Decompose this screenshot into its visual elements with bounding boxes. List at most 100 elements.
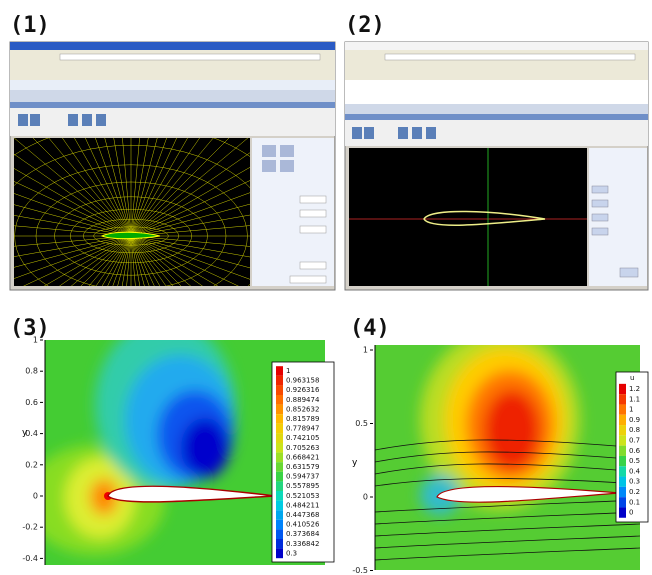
legend-label: 0.2 xyxy=(629,488,640,496)
mesh-line xyxy=(130,138,249,237)
legend-label: 0.8 xyxy=(629,426,640,434)
legend-label: 0.557895 xyxy=(286,482,319,490)
mesh-line xyxy=(95,138,132,237)
legend-swatch xyxy=(276,462,283,472)
legend-swatch xyxy=(276,491,283,501)
legend-swatch xyxy=(619,435,626,446)
mesh-line xyxy=(130,235,250,280)
legend-label: 1 xyxy=(286,367,290,375)
mesh-ring xyxy=(14,144,250,286)
mesh-line xyxy=(32,138,132,237)
mesh-line xyxy=(59,235,132,286)
legend-swatch xyxy=(276,539,283,549)
legend-label: 1 xyxy=(629,406,633,414)
panel-label: (4) xyxy=(350,316,390,341)
panel-label: (1) xyxy=(10,13,50,38)
legend-label: 0.963158 xyxy=(286,377,319,385)
legend-label: 0.4 xyxy=(629,467,641,475)
legend-label: 0.705263 xyxy=(286,444,319,452)
legend-label: 1.1 xyxy=(629,395,640,403)
legend-swatch xyxy=(619,394,626,405)
legend-label: 0.852632 xyxy=(286,405,319,413)
legend-label: 0.484211 xyxy=(286,501,319,509)
mesh-line xyxy=(130,203,250,237)
y-tick-label: 0 xyxy=(363,493,368,502)
legend-swatch xyxy=(619,383,626,395)
mesh-line xyxy=(23,235,132,286)
y-tick-label: 0.5 xyxy=(355,419,368,428)
legend-swatch xyxy=(276,404,283,415)
mesh-line xyxy=(130,235,250,269)
mesh-line xyxy=(130,235,174,286)
y-tick-label: 0.4 xyxy=(25,429,38,438)
mesh-line xyxy=(130,235,141,286)
legend-label: 0 xyxy=(629,509,633,517)
y-tick-label: -0.2 xyxy=(22,523,38,532)
legend-label: 0.778947 xyxy=(286,425,319,433)
mesh-line xyxy=(14,193,132,237)
mesh-line xyxy=(130,192,250,237)
mesh-line xyxy=(130,235,191,286)
legend-label: 0.668421 xyxy=(286,453,319,461)
mesh-line xyxy=(14,235,132,279)
mesh-line xyxy=(71,235,132,286)
mesh-line xyxy=(14,235,132,247)
legend-label: 0.742105 xyxy=(286,434,319,442)
legend-swatch xyxy=(276,481,283,491)
legend-label: 0.3 xyxy=(286,549,297,557)
legend-label: 0.5 xyxy=(629,457,640,465)
contour-plot-4: u y xyxy=(352,345,649,570)
panel-label: (3) xyxy=(10,316,50,341)
mesh-line xyxy=(107,235,132,286)
legend-swatch xyxy=(276,471,283,482)
y-tick-label: 0.8 xyxy=(25,367,38,376)
mesh-line xyxy=(113,138,132,237)
mesh-line xyxy=(85,138,132,237)
mesh-line xyxy=(130,152,250,237)
mesh-line xyxy=(130,235,167,286)
legend-swatch xyxy=(276,443,283,453)
legend-label: 1.2 xyxy=(629,385,640,393)
mesh-line xyxy=(130,138,158,237)
mesh-line xyxy=(130,138,214,237)
mesh-line xyxy=(130,138,230,237)
legend-swatch xyxy=(276,414,283,424)
legend-label: 0.815789 xyxy=(286,415,319,423)
mesh-ring xyxy=(54,196,208,276)
legend-swatch xyxy=(619,404,626,415)
mesh-line xyxy=(130,235,136,286)
mesh-line xyxy=(14,235,132,268)
legend-swatch xyxy=(276,423,283,434)
legend-label: 0.373684 xyxy=(286,530,320,538)
legend-swatch xyxy=(276,452,283,463)
mesh-line xyxy=(121,235,132,286)
mesh-line xyxy=(48,138,132,237)
legend-label: 0.926316 xyxy=(286,386,320,394)
mesh-line xyxy=(95,235,132,286)
mesh-line xyxy=(126,235,132,286)
legend-label: 0.410526 xyxy=(286,521,320,529)
mesh-ring xyxy=(83,218,179,254)
mesh-ring xyxy=(14,164,248,286)
mesh-line xyxy=(62,138,132,237)
y-tick-label: 1 xyxy=(33,336,38,345)
legend-title: u xyxy=(630,374,634,382)
legend-swatch xyxy=(619,486,626,498)
legend-swatch xyxy=(619,414,626,426)
screenshot-2 xyxy=(344,41,649,291)
y-axis-label: y xyxy=(352,458,358,468)
legend-swatch xyxy=(276,548,283,559)
legend-swatch xyxy=(276,519,283,530)
legend-label: 0.1 xyxy=(629,498,640,506)
legend-swatch xyxy=(619,507,626,518)
y-tick-label: -0.5 xyxy=(352,566,368,575)
legend-swatch xyxy=(276,433,283,443)
legend-label: 0.6 xyxy=(629,447,641,455)
mesh-line xyxy=(14,138,132,237)
mesh-line xyxy=(130,235,155,286)
legend-label: 0.336842 xyxy=(286,540,319,548)
mesh-line xyxy=(14,225,132,237)
legend-swatch xyxy=(276,385,283,395)
mesh-line xyxy=(104,138,132,237)
